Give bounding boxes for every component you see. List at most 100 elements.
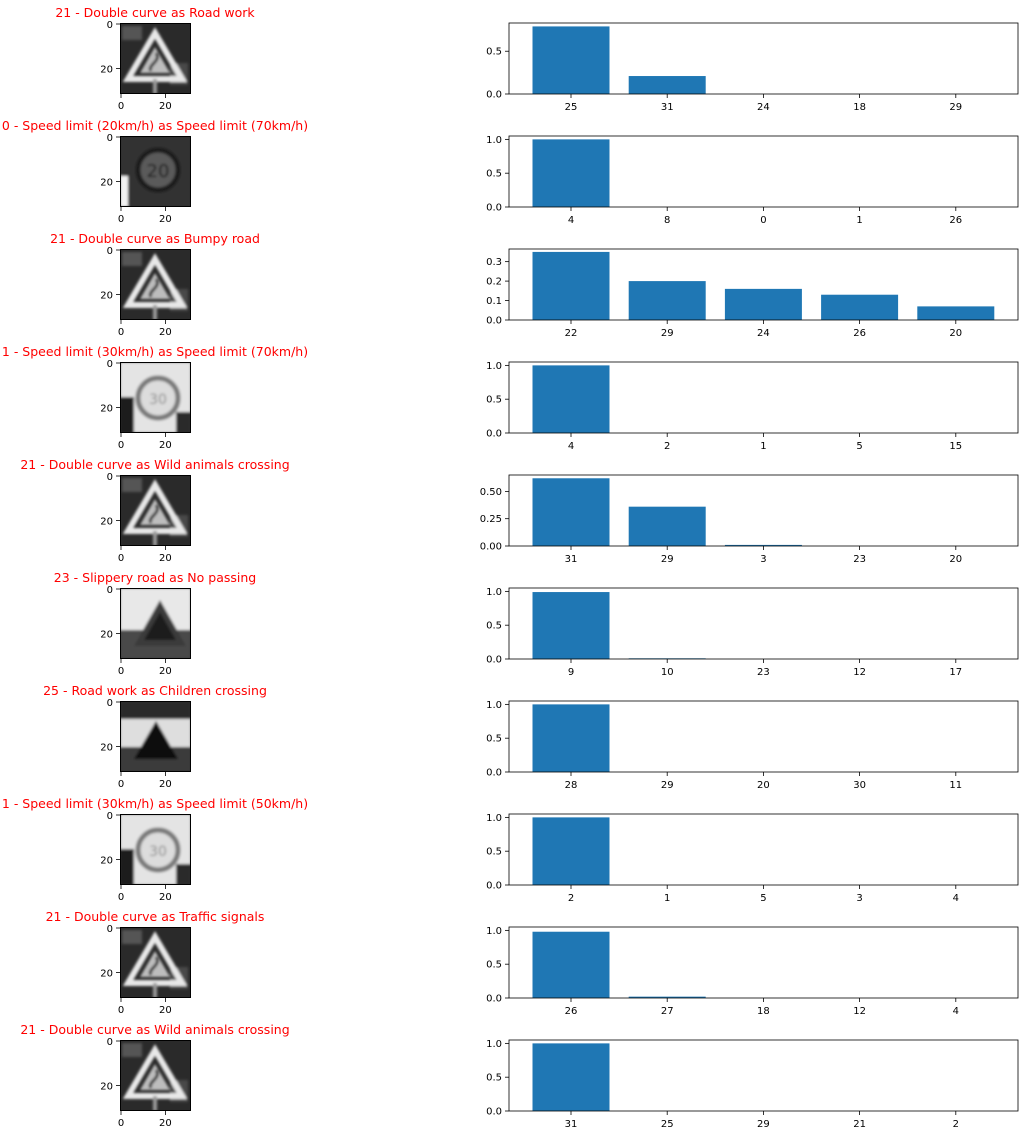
plot-frame bbox=[508, 813, 1019, 886]
x-tick-label: 23 bbox=[853, 554, 866, 565]
image-x-tick-label: 20 bbox=[159, 1118, 172, 1129]
x-tick-label: 15 bbox=[949, 441, 962, 452]
image-y-tick-label: 0 bbox=[107, 20, 113, 31]
image-y-tick-label: 20 bbox=[100, 64, 113, 75]
triangle-sign-shape bbox=[134, 721, 178, 759]
bar-series bbox=[532, 478, 802, 546]
image-frame bbox=[120, 475, 191, 546]
bar bbox=[532, 365, 610, 433]
x-tick-label: 1 bbox=[760, 441, 766, 452]
x-tick-label: 31 bbox=[661, 102, 674, 113]
x-tick-label: 20 bbox=[757, 780, 770, 791]
sign-image-slippery-road bbox=[120, 588, 191, 659]
bar bbox=[628, 506, 706, 546]
image-noise bbox=[122, 1043, 142, 1057]
image-content bbox=[120, 588, 191, 659]
sign-image-double-curve bbox=[120, 927, 191, 998]
image-content bbox=[122, 252, 188, 320]
sign-image-double-curve bbox=[120, 1040, 191, 1111]
bar bbox=[628, 76, 706, 94]
image-y-tick-label: 20 bbox=[100, 290, 113, 301]
y-tick-label: 1.0 bbox=[486, 135, 502, 146]
image-x-tick-label: 20 bbox=[159, 1005, 172, 1016]
dark-corner bbox=[176, 412, 191, 433]
curve-symbol bbox=[148, 52, 159, 72]
plot-frame bbox=[508, 135, 1019, 208]
y-tick-label: 1.0 bbox=[486, 361, 502, 372]
image-x-tick-label: 20 bbox=[159, 779, 172, 790]
image-y-tick-label: 20 bbox=[100, 629, 113, 640]
image-frame bbox=[120, 23, 191, 94]
bar bbox=[628, 996, 706, 998]
x-tick-label: 1 bbox=[664, 893, 670, 904]
x-tick-label: 29 bbox=[661, 554, 674, 565]
round-sign-shape bbox=[135, 375, 181, 421]
plot-frame bbox=[508, 22, 1019, 95]
y-tick-label: 0.0 bbox=[486, 1107, 502, 1118]
image-y-tick-label: 0 bbox=[107, 472, 113, 483]
image-content: 30 bbox=[120, 362, 191, 433]
bar bbox=[724, 288, 802, 320]
sign-post bbox=[153, 305, 157, 320]
image-content bbox=[122, 930, 188, 998]
image-content: 30 bbox=[120, 814, 191, 885]
bar bbox=[532, 139, 610, 207]
chart-row: 1 - Speed limit (30km/h) as Speed limit … bbox=[2, 344, 1019, 452]
x-tick-label: 20 bbox=[949, 328, 962, 339]
triangle-sign-inner bbox=[144, 612, 176, 640]
curve-symbol bbox=[148, 504, 159, 524]
y-tick-label: 0.0 bbox=[486, 768, 502, 779]
image-x-tick-label: 20 bbox=[159, 440, 172, 451]
plot-frame bbox=[508, 1039, 1019, 1112]
subplot-title: 21 - Double curve as Wild animals crossi… bbox=[20, 457, 289, 472]
x-tick-label: 2 bbox=[568, 893, 574, 904]
x-tick-label: 26 bbox=[565, 1006, 578, 1017]
x-tick-label: 1 bbox=[856, 215, 862, 226]
image-frame bbox=[120, 927, 191, 998]
sign-number: 30 bbox=[149, 392, 167, 408]
image-frame bbox=[120, 701, 191, 772]
y-tick-label: 0.5 bbox=[486, 395, 502, 406]
curve-symbol bbox=[148, 278, 159, 298]
bar-series bbox=[532, 139, 610, 207]
x-tick-label: 18 bbox=[757, 1006, 770, 1017]
image-x-tick-label: 0 bbox=[118, 779, 124, 790]
bar bbox=[532, 592, 610, 659]
bar-series bbox=[532, 1043, 610, 1111]
image-y-tick-label: 0 bbox=[107, 133, 113, 144]
image-x-tick-label: 20 bbox=[159, 101, 172, 112]
image-y-tick-label: 0 bbox=[107, 811, 113, 822]
chart-row: 21 - Double curve as Traffic signals0200… bbox=[46, 909, 1019, 1017]
bar-series bbox=[532, 704, 610, 772]
x-tick-label: 29 bbox=[757, 1119, 770, 1130]
image-x-tick-label: 0 bbox=[118, 214, 124, 225]
y-tick-label: 0.0 bbox=[486, 881, 502, 892]
image-content bbox=[120, 701, 191, 772]
sign-post bbox=[153, 983, 157, 998]
round-sign-shape bbox=[135, 827, 181, 873]
x-tick-label: 0 bbox=[760, 215, 766, 226]
image-y-tick-label: 0 bbox=[107, 924, 113, 935]
bar bbox=[532, 817, 610, 885]
x-tick-label: 20 bbox=[949, 554, 962, 565]
y-tick-label: 0.0 bbox=[486, 655, 502, 666]
chart-row: 0 - Speed limit (20km/h) as Speed limit … bbox=[2, 118, 1019, 226]
bright-edge bbox=[120, 176, 128, 207]
plot-frame bbox=[508, 474, 1019, 547]
image-x-tick-label: 0 bbox=[118, 666, 124, 677]
image-content: 20 bbox=[120, 136, 191, 207]
x-tick-label: 3 bbox=[760, 554, 766, 565]
bar bbox=[724, 544, 802, 546]
image-noise bbox=[122, 478, 142, 492]
x-tick-label: 5 bbox=[856, 441, 862, 452]
sign-image-double-curve bbox=[120, 249, 191, 320]
sign-image-road-work bbox=[120, 701, 191, 772]
round-sign-shape bbox=[135, 147, 181, 193]
y-tick-label: 0.5 bbox=[486, 621, 502, 632]
x-tick-label: 21 bbox=[853, 1119, 866, 1130]
chart-row: 21 - Double curve as Wild animals crossi… bbox=[20, 1022, 1019, 1130]
